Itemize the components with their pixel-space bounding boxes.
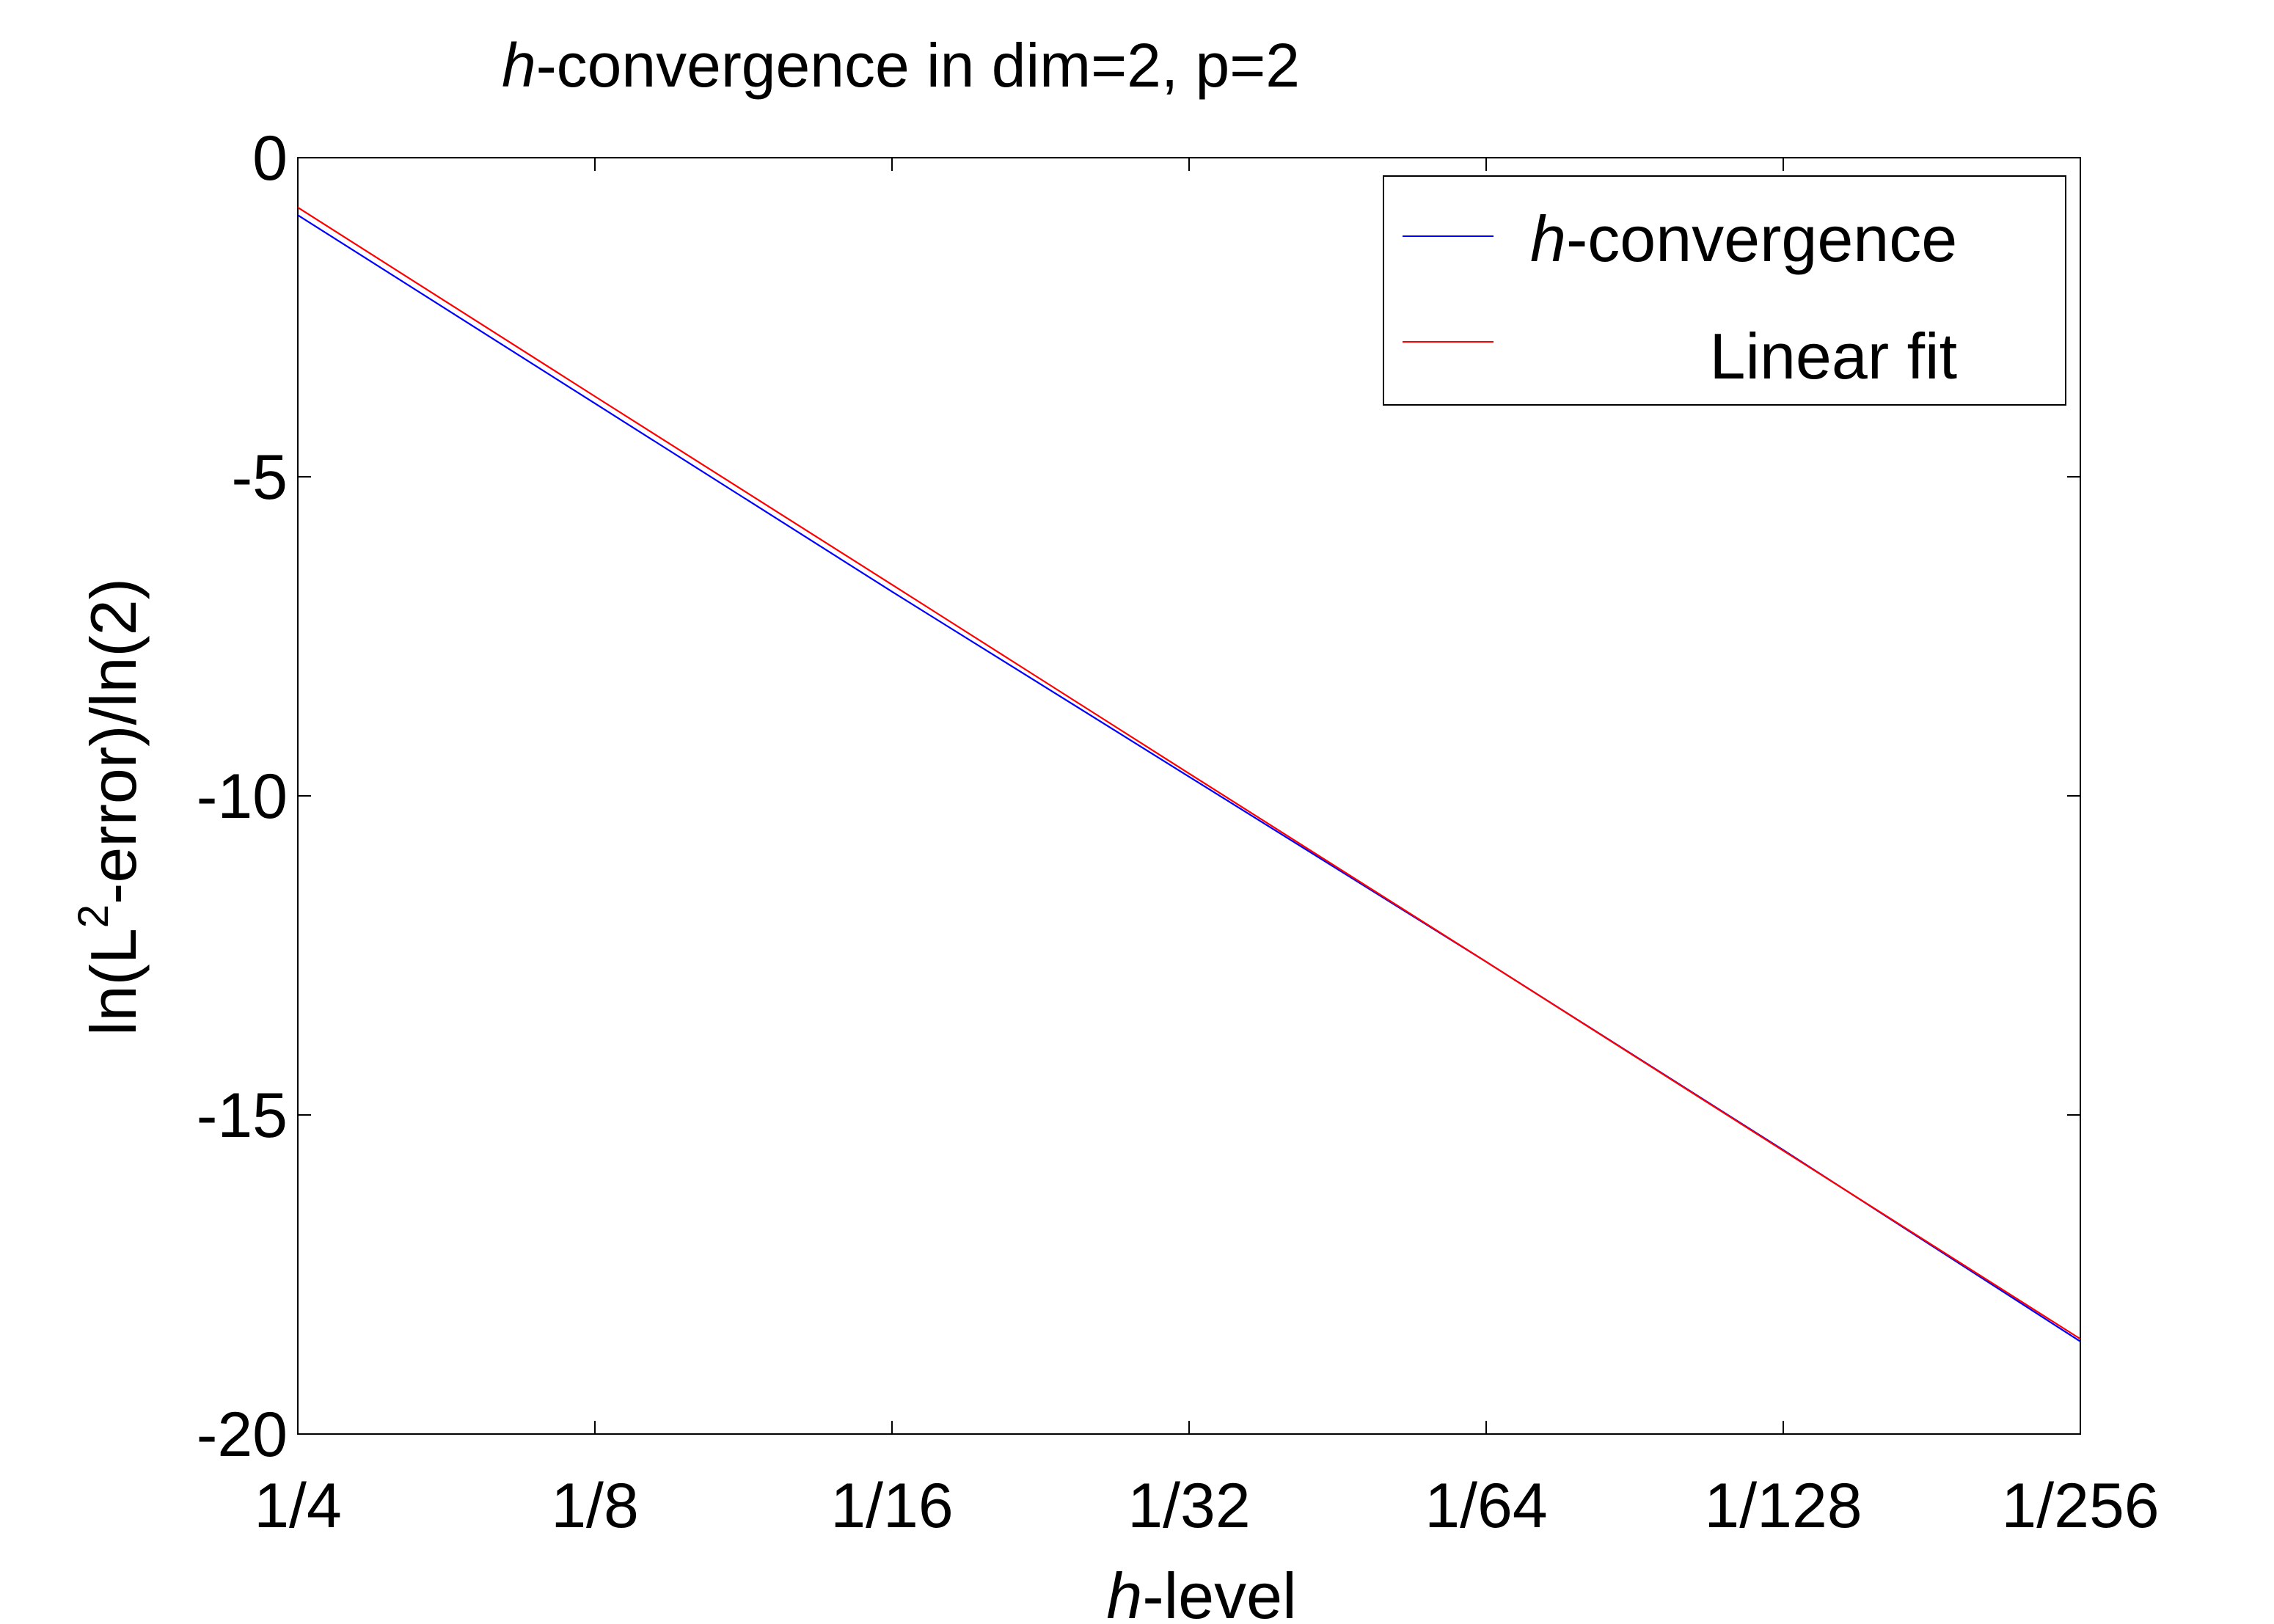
axis-ticks bbox=[297, 157, 2081, 1435]
legend-label-linear-fit-text: Linear fit bbox=[1692, 320, 1957, 392]
chart-title-italic: h bbox=[502, 31, 536, 100]
series-linear-fit-line bbox=[297, 206, 2081, 1340]
chart-title-rest: -convergence in dim=2, p=2 bbox=[536, 31, 1300, 100]
x-tick-label: 1/64 bbox=[1425, 1471, 1547, 1541]
data-series bbox=[297, 206, 2081, 1342]
y-tick-label: -20 bbox=[197, 1400, 288, 1470]
x-tick-label: 1/256 bbox=[2001, 1471, 2159, 1541]
x-tick-label: 1/8 bbox=[551, 1471, 639, 1541]
x-axis-title-rest: -level bbox=[1142, 1559, 1296, 1624]
x-axis-title: h-level bbox=[1106, 1559, 1296, 1624]
y-axis-title-main: ln(L bbox=[77, 928, 150, 1036]
legend-label-h-convergence-rest: -convergence bbox=[1566, 202, 1957, 275]
legend: h-convergence Linear fit bbox=[1383, 175, 2083, 406]
x-tick-label: 1/32 bbox=[1127, 1471, 1250, 1541]
legend-label-linear-fit: Linear fit bbox=[1530, 320, 2083, 392]
x-tick-label: 1/16 bbox=[830, 1471, 953, 1541]
x-tick-label: 1/4 bbox=[254, 1471, 342, 1541]
y-axis-title-superscript: 2 bbox=[70, 904, 117, 928]
x-axis-title-italic: h bbox=[1106, 1559, 1142, 1624]
y-tick-label: -5 bbox=[232, 442, 288, 513]
x-tick-labels: 1/4 1/8 1/16 1/32 1/64 1/128 1/256 bbox=[254, 1471, 2159, 1541]
y-tick-labels: 0 -5 -10 -15 -20 bbox=[197, 123, 288, 1470]
y-axis-title: ln(L2-error)/ln(2) bbox=[70, 578, 150, 1036]
legend-label-h-convergence: h-convergence bbox=[1530, 202, 1957, 275]
legend-label-h-convergence-italic: h bbox=[1530, 202, 1566, 275]
legend-box bbox=[1383, 175, 2066, 406]
chart-title: h-convergence in dim=2, p=2 bbox=[502, 31, 1300, 100]
y-tick-label: -15 bbox=[197, 1080, 288, 1151]
y-tick-label: 0 bbox=[252, 123, 288, 194]
y-tick-label: -10 bbox=[197, 761, 288, 832]
y-axis-title-tail: -error)/ln(2) bbox=[77, 578, 150, 904]
x-tick-label: 1/128 bbox=[1704, 1471, 1862, 1541]
